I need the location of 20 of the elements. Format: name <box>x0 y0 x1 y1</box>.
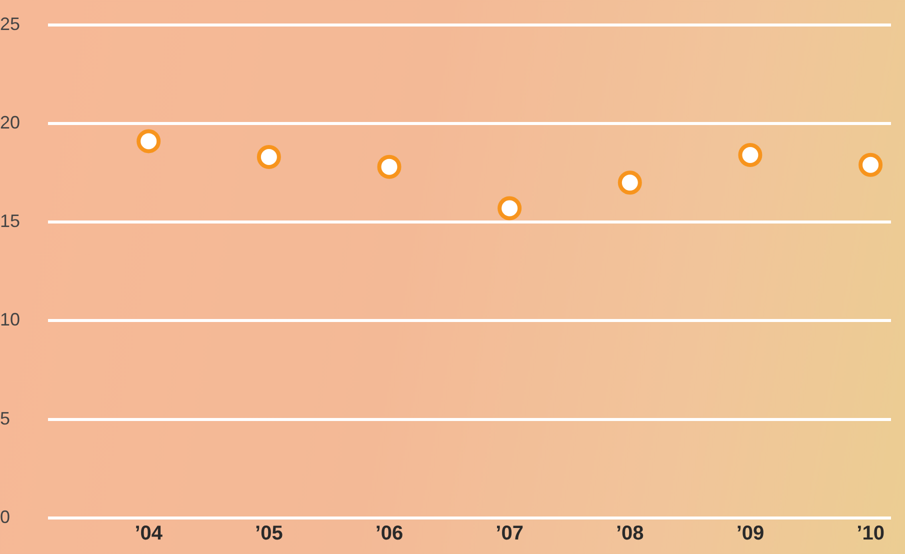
x-tick-label: ’07 <box>496 522 524 545</box>
point <box>858 152 883 177</box>
x-tick-label: ’06 <box>375 522 404 545</box>
point <box>256 144 281 169</box>
x-tick-label: ’05 <box>255 522 283 545</box>
y-tick-label: 0 <box>0 506 10 527</box>
y-tick-label: 20 <box>0 112 20 132</box>
point <box>618 170 642 195</box>
x-tick-label: ’04 <box>134 522 164 545</box>
x-tick-label: ’08 <box>616 522 644 545</box>
y-tick-label: 10 <box>0 310 20 330</box>
point <box>498 196 522 220</box>
x-tick-label: ’09 <box>736 522 764 545</box>
y-tick-label: 15 <box>0 211 20 232</box>
point <box>377 154 402 179</box>
y-tick-label: 25 <box>0 14 20 34</box>
y-tick-label: 5 <box>0 408 10 428</box>
point <box>738 143 762 168</box>
x-tick-label: ’10 <box>856 522 884 545</box>
point <box>136 129 161 154</box>
